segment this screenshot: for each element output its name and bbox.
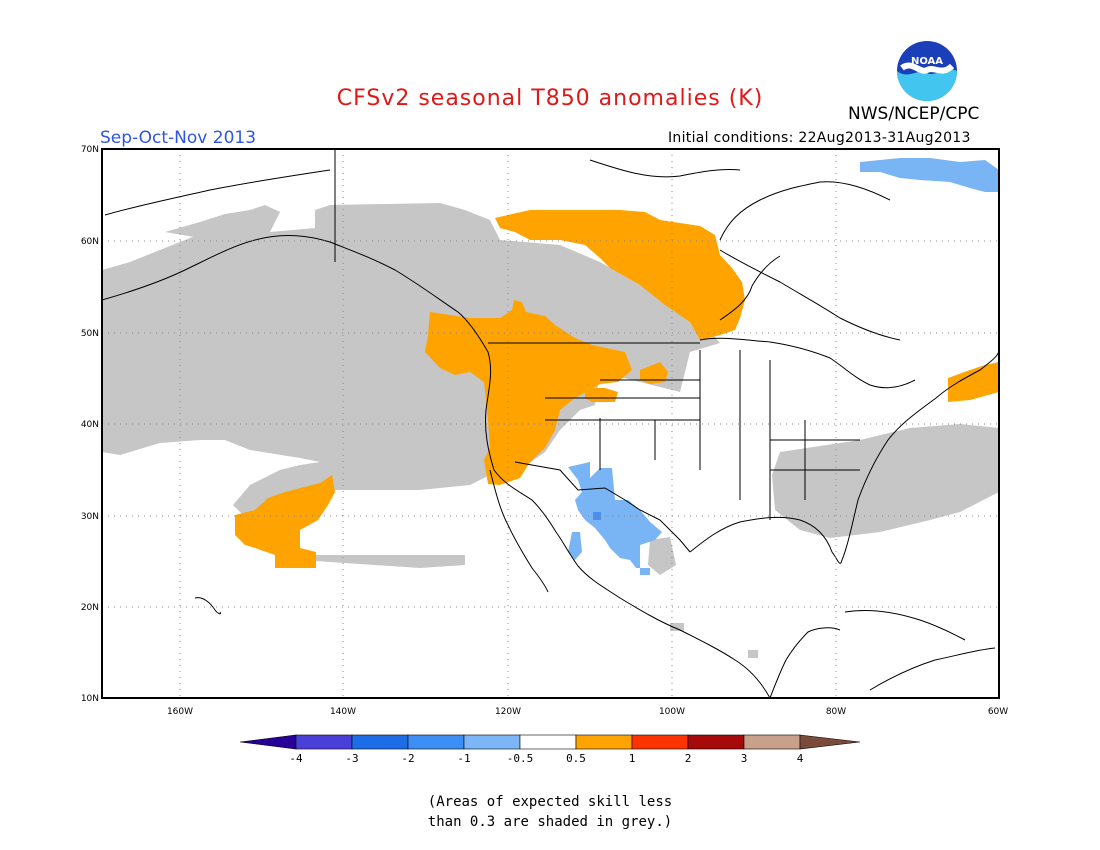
colorbar-label: -1 — [457, 752, 470, 765]
colorbar-min-arrow — [239, 734, 297, 750]
colorbar-label: 3 — [741, 752, 748, 765]
lon-label: 160W — [167, 707, 193, 717]
colorbar-label: 2 — [685, 752, 692, 765]
season-label: Sep-Oct-Nov 2013 — [100, 128, 257, 148]
colorbar-bin — [407, 734, 465, 750]
colorbar-bin — [575, 734, 633, 750]
low-skill-shading — [102, 203, 999, 658]
colorbar-label: 4 — [797, 752, 804, 765]
colorbar-bin — [519, 734, 577, 750]
footnote-line-1: (Areas of expected skill less — [427, 794, 673, 810]
lat-label: 20N — [81, 603, 99, 613]
colorbar-bin — [631, 734, 689, 750]
colorbar-label: 1 — [629, 752, 636, 765]
map-title: CFSv2 seasonal T850 anomalies (K) — [336, 86, 764, 111]
svg-text:NOAA: NOAA — [911, 56, 943, 67]
colorbar-bin — [743, 734, 801, 750]
lat-label: 30N — [81, 512, 99, 522]
lon-label: 80W — [826, 707, 846, 717]
colorbar-label: 0.5 — [566, 752, 586, 765]
colorbar-bin — [463, 734, 521, 750]
colorbar-label: -0.5 — [507, 752, 534, 765]
lat-label: 60N — [81, 237, 99, 247]
colorbar-bin — [687, 734, 745, 750]
footnote-line-2: than 0.3 are shaded in grey.) — [427, 814, 673, 830]
colorbar-bin — [295, 734, 353, 750]
colorbar-bin — [351, 734, 409, 750]
lat-label: 10N — [81, 694, 99, 704]
colorbar-label: -2 — [401, 752, 414, 765]
coastlines — [102, 149, 999, 698]
colorbar — [239, 734, 861, 750]
lat-label: 40N — [81, 420, 99, 430]
initial-conditions-label: Initial conditions: 22Aug2013-31Aug2013 — [668, 130, 971, 146]
map-frame — [101, 148, 1000, 699]
colorbar-label: -3 — [345, 752, 358, 765]
lon-label: 120W — [495, 707, 521, 717]
lon-label: 60W — [988, 707, 1008, 717]
colorbar-label: -4 — [289, 752, 303, 765]
footnote: (Areas of expected skill less than 0.3 a… — [0, 792, 1100, 832]
agency-label: NWS/NCEP/CPC — [848, 104, 980, 124]
colorbar-max-arrow — [799, 734, 861, 750]
warm-anomaly-shading — [235, 210, 999, 568]
cool-anomaly-shading — [568, 158, 999, 575]
lat-label: 50N — [81, 329, 99, 339]
noaa-logo-icon: NOAA — [897, 41, 957, 101]
lon-label: 140W — [330, 707, 356, 717]
lon-label: 100W — [659, 707, 685, 717]
lat-label: 70N — [81, 145, 99, 155]
